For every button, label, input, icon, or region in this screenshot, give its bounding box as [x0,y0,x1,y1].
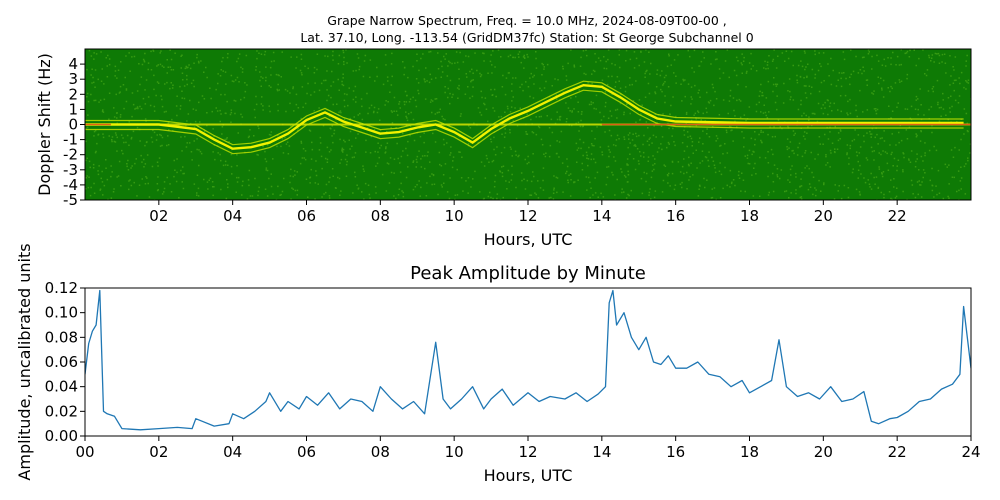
spectrogram-y-tick-label: -2 [63,146,78,164]
amplitude-x-tick-label: 10 [445,443,464,461]
spectrogram-x-tick-label: 16 [666,207,685,225]
spectrogram-signal [85,49,971,200]
amplitude-x-tick-label: 12 [518,443,537,461]
spectrogram-x-tick-label: 08 [371,207,390,225]
figure-title-line-1: Grape Narrow Spectrum, Freq. = 10.0 MHz,… [327,13,726,28]
amplitude-x-tick-label: 22 [888,443,907,461]
spectrogram-y-axis-label: Doppler Shift (Hz) [35,53,54,196]
amplitude-x-tick-label: 18 [740,443,759,461]
spectrogram-x-tick-label: 12 [518,207,537,225]
figure-title-line-2: Lat. 37.10, Long. -113.54 (GridDM37fc) S… [300,30,753,45]
amplitude-x-tick-label: 20 [814,443,833,461]
doppler-trace-main [85,83,964,150]
amplitude-series-line [85,289,971,431]
amplitude-x-axis-label: Hours, UTC [484,466,573,485]
spectrogram-x-tick-label: 06 [297,207,316,225]
amplitude-x-tick-label: 06 [297,443,316,461]
amplitude-x-tick-label: 02 [149,443,168,461]
amplitude-x-tick-label: 04 [223,443,242,461]
amplitude-x-tick-label: 00 [75,443,94,461]
amplitude-y-tick-label: 0.08 [45,328,78,346]
doppler-trace-upper [85,80,964,146]
spectrogram-y-tick-label: -3 [63,161,78,179]
spectrogram-y-tick-label: -4 [63,176,78,194]
spectrogram-y-tick-label: -1 [63,131,78,149]
doppler-trace-lower [85,89,964,155]
spectrogram-x-axis-label: Hours, UTC [484,230,573,249]
amplitude-x-tick-label: 16 [666,443,685,461]
amplitude-y-tick-label: 0.10 [45,304,78,322]
spectrogram-x-tick-label: 10 [445,207,464,225]
spectrogram-x-tick-label: 02 [149,207,168,225]
spectrogram-x-tick-label: 22 [888,207,907,225]
spectrogram-y-tick-label: 4 [68,55,78,73]
spectrogram-y-tick-label: 3 [68,70,78,88]
amplitude-frame [84,287,972,437]
amplitude-y-tick-label: 0.00 [45,427,78,445]
spectrogram-x-tick-label: 18 [740,207,759,225]
amplitude-y-tick-label: 0.06 [45,353,78,371]
spectrogram-x-tick-label: 04 [223,207,242,225]
spectrogram-x-tick-label: 14 [592,207,611,225]
amplitude-y-axis-label: Amplitude, uncalibrated units [15,243,34,480]
spectrogram-y-tick-label: -5 [63,191,78,209]
amplitude-x-tick-label: 08 [371,443,390,461]
amplitude-y-tick-label: 0.12 [45,279,78,297]
amplitude-y-tick-label: 0.04 [45,378,78,396]
spectrogram-y-tick-label: 1 [68,100,78,118]
amplitude-x-tick-label: 14 [592,443,611,461]
amplitude-panel: Peak Amplitude by Minute 00 02 04 06 08 10 12 14… [15,243,981,485]
amplitude-chart-title: Peak Amplitude by Minute [410,263,646,284]
amplitude-x-tick-label: 24 [961,443,980,461]
amplitude-y-tick-label: 0.02 [45,402,78,420]
spectrogram-y-tick-label: 0 [68,116,78,134]
spectrogram-x-tick-label: 20 [814,207,833,225]
spectrogram-y-tick-label: 2 [68,85,78,103]
spectrogram-panel: 02 04 06 08 10 12 14 16 18 20 22-5-4-3-2-101234Hou… [35,48,972,249]
